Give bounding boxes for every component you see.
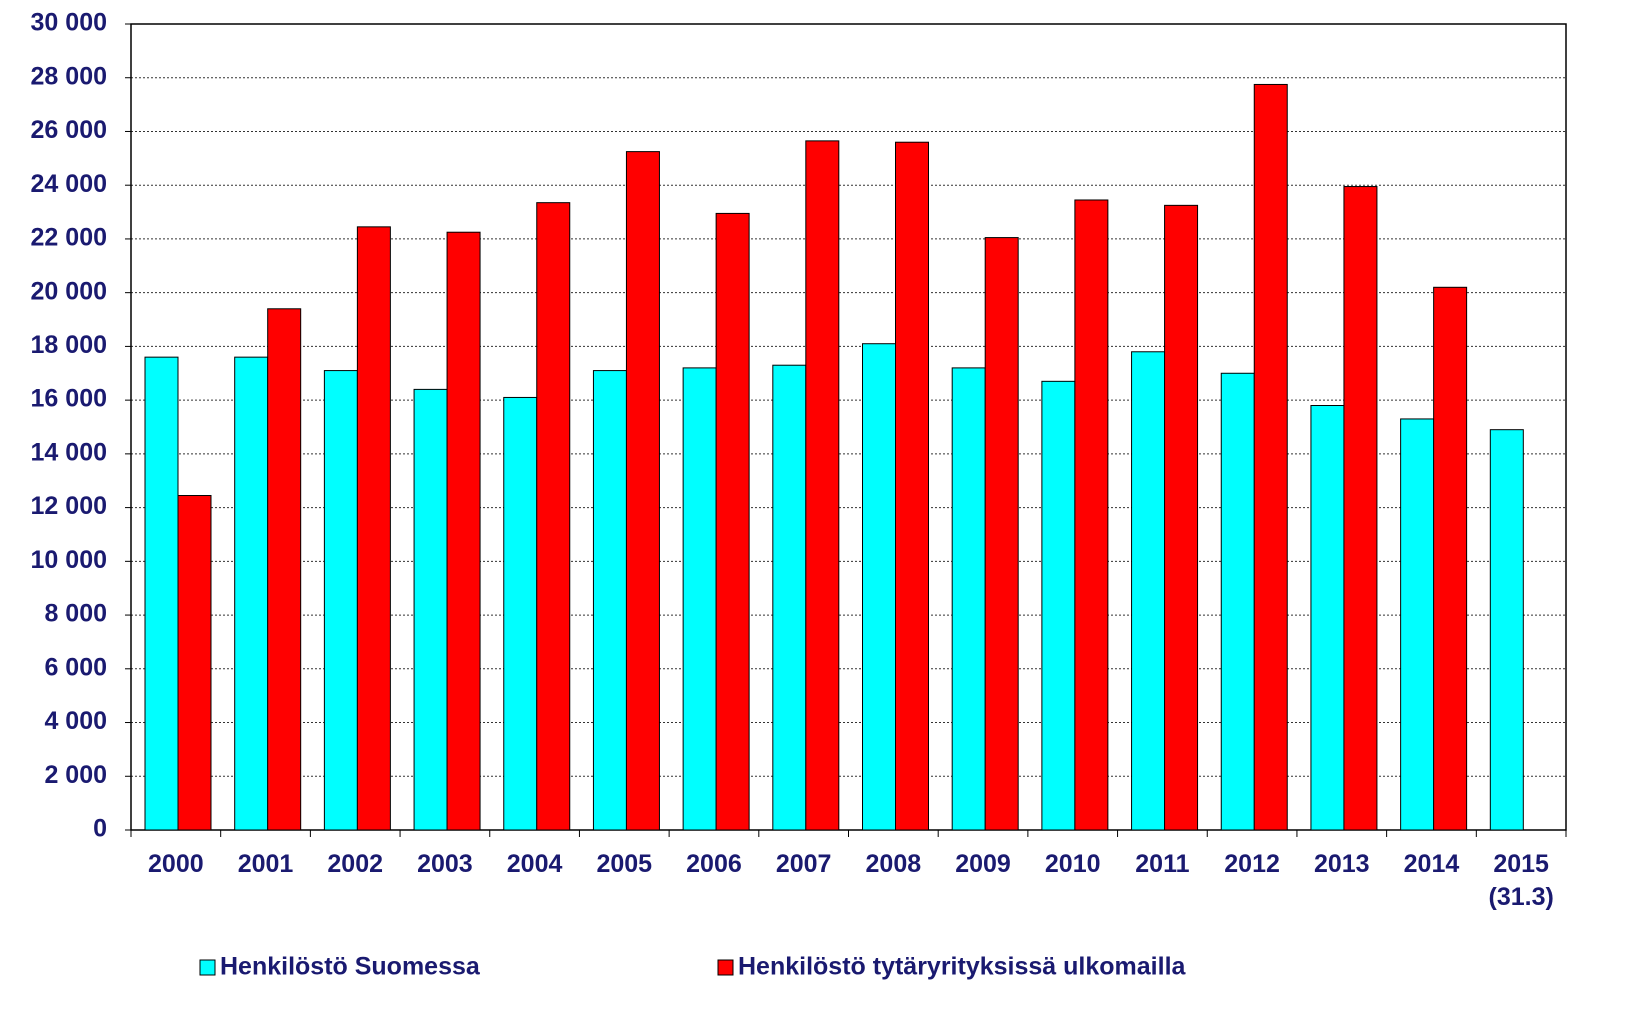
y-tick-label: 18 000 — [31, 331, 107, 359]
legend-swatch — [717, 959, 734, 976]
bar — [446, 231, 481, 831]
bar — [1074, 199, 1109, 831]
x-tick-label: 2008 — [866, 850, 922, 878]
bar — [1253, 83, 1288, 831]
y-tick-label: 12 000 — [31, 492, 107, 520]
bar — [1343, 186, 1378, 831]
y-tick-label: 30 000 — [31, 9, 107, 37]
x-tick-label: 2010 — [1045, 850, 1101, 878]
bar — [625, 151, 660, 831]
x-tick-label: 2011 — [1135, 850, 1189, 878]
y-tick-label: 24 000 — [31, 170, 107, 198]
x-tick-label: 2003 — [417, 850, 473, 878]
y-tick-label: 2 000 — [44, 761, 107, 789]
y-tick-label: 26 000 — [31, 116, 107, 144]
x-tick-label: 2009 — [955, 850, 1011, 878]
x-tick-label: 2006 — [686, 850, 742, 878]
x-tick-label: 2012 — [1224, 850, 1280, 878]
bar — [682, 367, 717, 831]
x-tick-label: 2001 — [238, 850, 294, 878]
bar — [1433, 286, 1468, 831]
bar — [234, 356, 269, 831]
x-tick-label: 2004 — [507, 850, 563, 878]
y-tick-label: 20 000 — [31, 277, 107, 305]
bar — [1489, 429, 1524, 831]
x-tick-label: 2013 — [1314, 850, 1370, 878]
y-tick-label: 28 000 — [31, 62, 107, 90]
legend-label: Henkilöstö Suomessa — [220, 953, 481, 981]
bar — [503, 396, 538, 831]
y-tick-label: 0 — [93, 815, 107, 843]
x-tick-label: 2005 — [596, 850, 652, 878]
y-tick-label: 6 000 — [44, 653, 107, 681]
bar — [984, 237, 1019, 831]
y-tick-label: 10 000 — [31, 546, 107, 574]
bar — [1164, 204, 1199, 831]
x-tick-label: 2015 (31.3) — [1489, 850, 1554, 911]
bar — [1041, 380, 1076, 831]
bar — [323, 370, 358, 831]
x-tick-label: 2000 — [148, 850, 204, 878]
y-tick-label: 14 000 — [31, 438, 107, 466]
bar — [1131, 351, 1166, 831]
y-tick-label: 4 000 — [44, 707, 107, 735]
bar — [356, 226, 391, 831]
x-tick-label: 2014 — [1404, 850, 1460, 878]
bar — [177, 495, 212, 831]
y-tick-label: 22 000 — [31, 224, 107, 252]
x-tick-label: 2002 — [327, 850, 383, 878]
bar — [951, 367, 986, 831]
bar — [1310, 405, 1345, 831]
bar — [267, 308, 302, 831]
bar — [592, 370, 627, 831]
bar — [144, 356, 179, 831]
y-tick-label: 16 000 — [31, 385, 107, 413]
bar — [1400, 418, 1435, 831]
bar — [413, 388, 448, 831]
bar — [536, 202, 571, 831]
bar — [805, 140, 840, 831]
x-tick-label: 2007 — [776, 850, 832, 878]
bar — [895, 141, 929, 831]
legend-swatch — [199, 959, 216, 976]
bar — [1220, 372, 1255, 831]
bar — [715, 212, 750, 831]
legend-label: Henkilöstö tytäryrityksissä ulkomailla — [738, 953, 1187, 981]
bar — [772, 364, 807, 831]
y-tick-label: 8 000 — [44, 600, 107, 628]
bar — [862, 343, 896, 831]
